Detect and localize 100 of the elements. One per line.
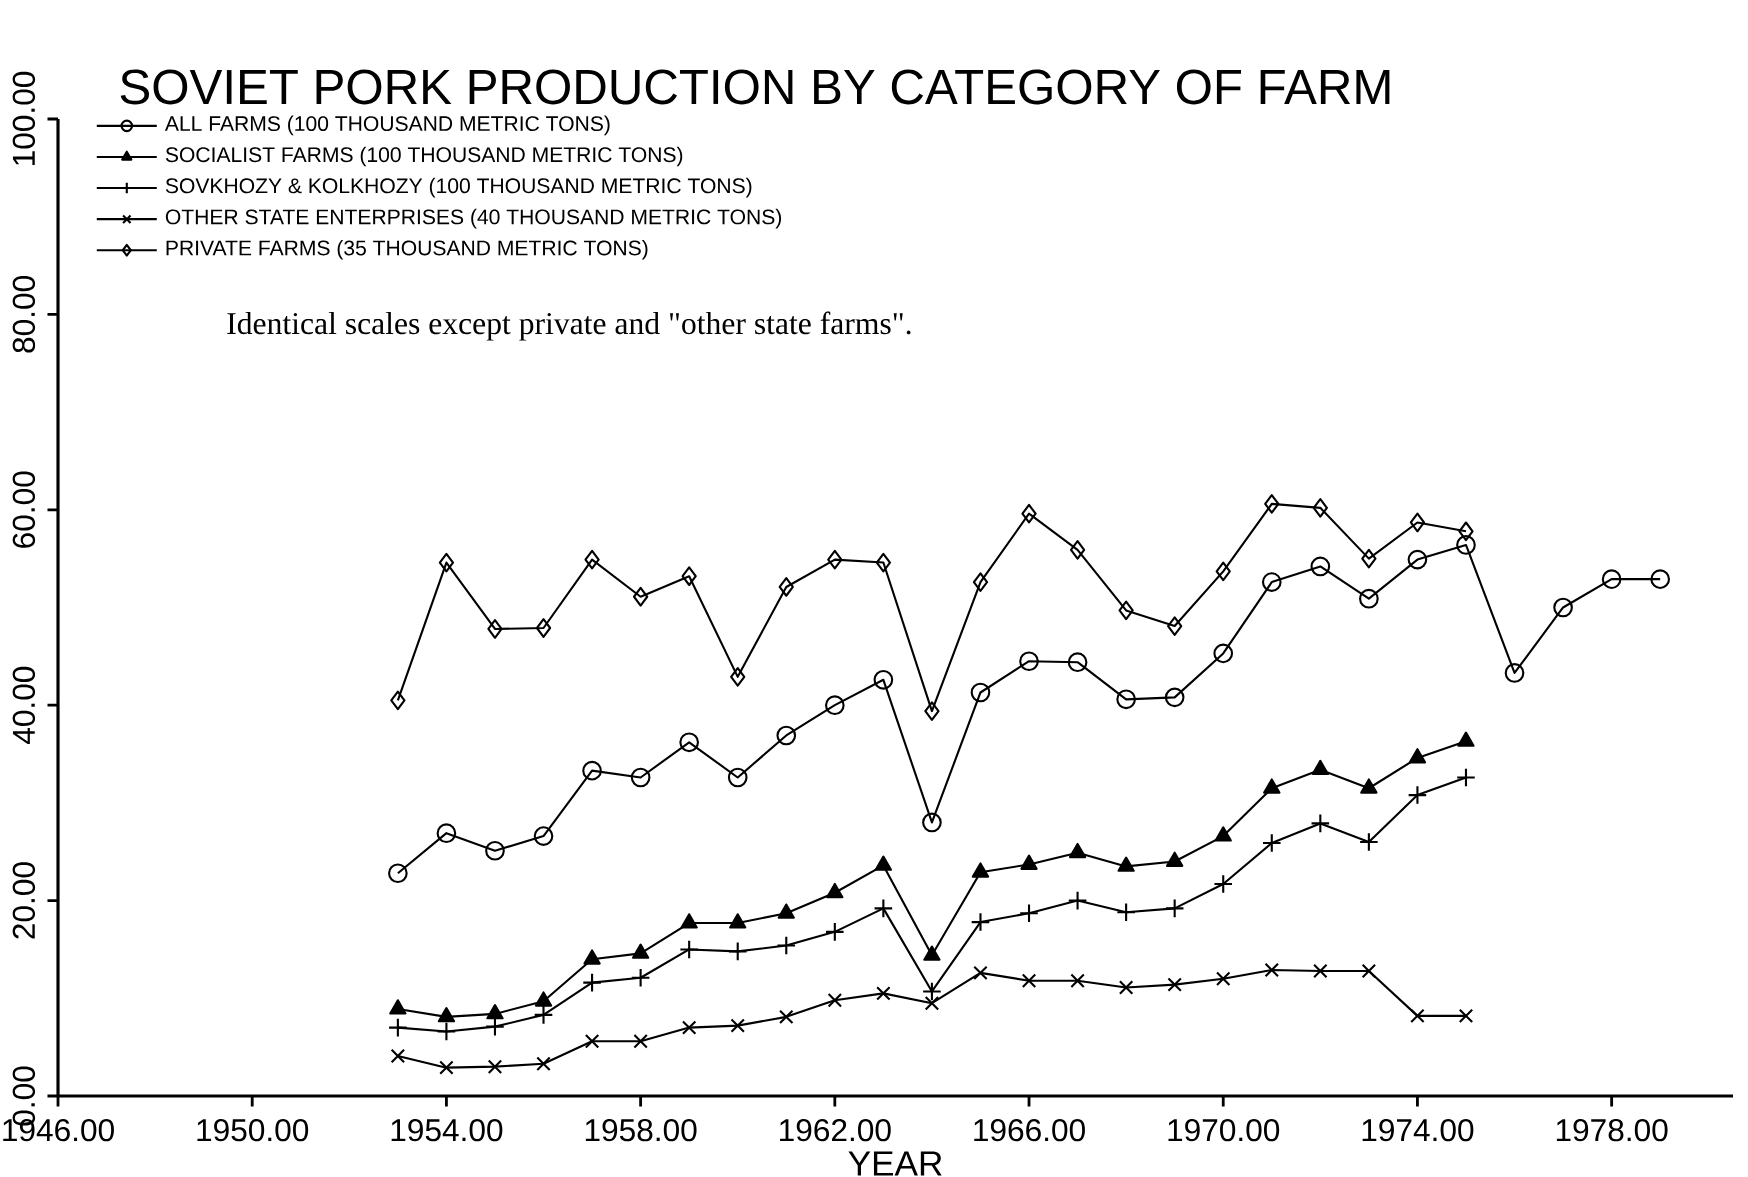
point <box>487 1059 503 1074</box>
point <box>1650 569 1671 589</box>
point <box>729 913 747 929</box>
point <box>584 1034 600 1049</box>
point <box>1021 503 1037 524</box>
point <box>1313 963 1328 979</box>
point <box>1312 497 1328 518</box>
point <box>389 999 407 1015</box>
point <box>1409 512 1426 533</box>
point <box>1019 903 1039 924</box>
point <box>1215 561 1231 582</box>
point <box>535 618 552 638</box>
point <box>1069 540 1086 560</box>
x-tick-label: 1950.00 <box>197 1118 309 1142</box>
point <box>924 701 940 721</box>
point <box>776 725 797 746</box>
point <box>1310 813 1331 834</box>
point <box>437 1007 456 1023</box>
y-tick-label: 100.00 <box>12 71 36 165</box>
point <box>1214 826 1232 842</box>
point <box>1264 494 1280 514</box>
point <box>439 1060 454 1075</box>
point <box>1410 1008 1425 1024</box>
x-tick-label: 1954.00 <box>391 1118 503 1142</box>
point <box>1213 643 1234 664</box>
point <box>1359 588 1379 609</box>
point <box>681 1020 697 1035</box>
point <box>1021 973 1037 988</box>
point <box>390 690 406 711</box>
x-tick-label: 1978.00 <box>1556 1118 1668 1142</box>
point <box>1118 980 1134 995</box>
legend-label: OTHER STATE ENTERPRISES (40 THOUSAND METRIC TONS) <box>165 208 782 229</box>
point <box>485 840 505 861</box>
y-tick-label: 40.00 <box>12 666 36 745</box>
point <box>1407 549 1428 570</box>
point <box>1504 663 1525 683</box>
point <box>1019 651 1039 672</box>
point <box>1164 687 1185 708</box>
point <box>680 913 698 929</box>
point <box>970 912 991 932</box>
x-tick-label: 1974.00 <box>1362 1118 1474 1142</box>
point <box>486 1004 504 1020</box>
y-tick-label: 20.00 <box>12 862 36 939</box>
point <box>1361 548 1377 569</box>
point <box>972 572 989 592</box>
x-tick-label: 1966.00 <box>974 1118 1085 1142</box>
legend-label: SOCIALIST FARMS (100 THOUSAND METRIC TONS) <box>165 146 683 167</box>
point <box>730 667 746 687</box>
chart-title: SOVIET PORK PRODUCTION BY CATEGORY OF FARM <box>120 69 1390 105</box>
point <box>630 767 651 788</box>
x-tick-label: 1958.00 <box>585 1118 697 1142</box>
point <box>584 549 600 570</box>
point <box>533 826 554 846</box>
point <box>390 1048 406 1064</box>
point <box>875 552 892 573</box>
point <box>487 619 503 639</box>
y-tick-label: 80.00 <box>12 276 36 353</box>
point <box>1407 785 1428 805</box>
point <box>436 823 457 844</box>
point <box>1116 689 1136 710</box>
x-axis-title: YEAR <box>848 1151 942 1176</box>
point <box>973 965 988 981</box>
point <box>1261 572 1282 592</box>
legend-label: ALL FARMS (100 THOUSAND METRIC TONS) <box>164 115 610 136</box>
point <box>873 669 894 690</box>
point <box>827 549 843 570</box>
point <box>730 1018 745 1033</box>
point <box>1264 962 1280 978</box>
point <box>1458 1008 1474 1024</box>
point <box>922 981 942 1002</box>
point <box>922 812 942 833</box>
point <box>1458 521 1474 542</box>
point <box>779 1009 794 1025</box>
point <box>632 586 649 607</box>
point <box>1215 971 1231 987</box>
y-tick-label: 60.00 <box>12 471 36 548</box>
point <box>438 552 455 573</box>
point <box>1118 600 1134 621</box>
point <box>536 1056 551 1072</box>
point <box>873 898 894 919</box>
point <box>824 695 845 716</box>
point <box>582 760 602 781</box>
point <box>1361 963 1377 979</box>
point <box>827 992 843 1008</box>
point <box>778 577 794 597</box>
point <box>876 986 891 1001</box>
point <box>970 682 991 703</box>
point <box>1167 977 1182 992</box>
point <box>1408 748 1427 764</box>
point <box>1070 973 1085 988</box>
x-tick-label: 1970.00 <box>1168 1118 1280 1142</box>
point <box>1067 652 1088 673</box>
point <box>681 566 697 587</box>
point <box>1456 767 1476 788</box>
point <box>1456 535 1476 555</box>
point <box>388 863 408 884</box>
point <box>1310 556 1331 577</box>
annotation: Identical scales except private and "other state farms". <box>227 311 911 341</box>
legend-label: SOVKHOZY & KOLKHOZY (100 THOUSAND METRIC TONS) <box>165 177 752 198</box>
point <box>924 995 940 1011</box>
